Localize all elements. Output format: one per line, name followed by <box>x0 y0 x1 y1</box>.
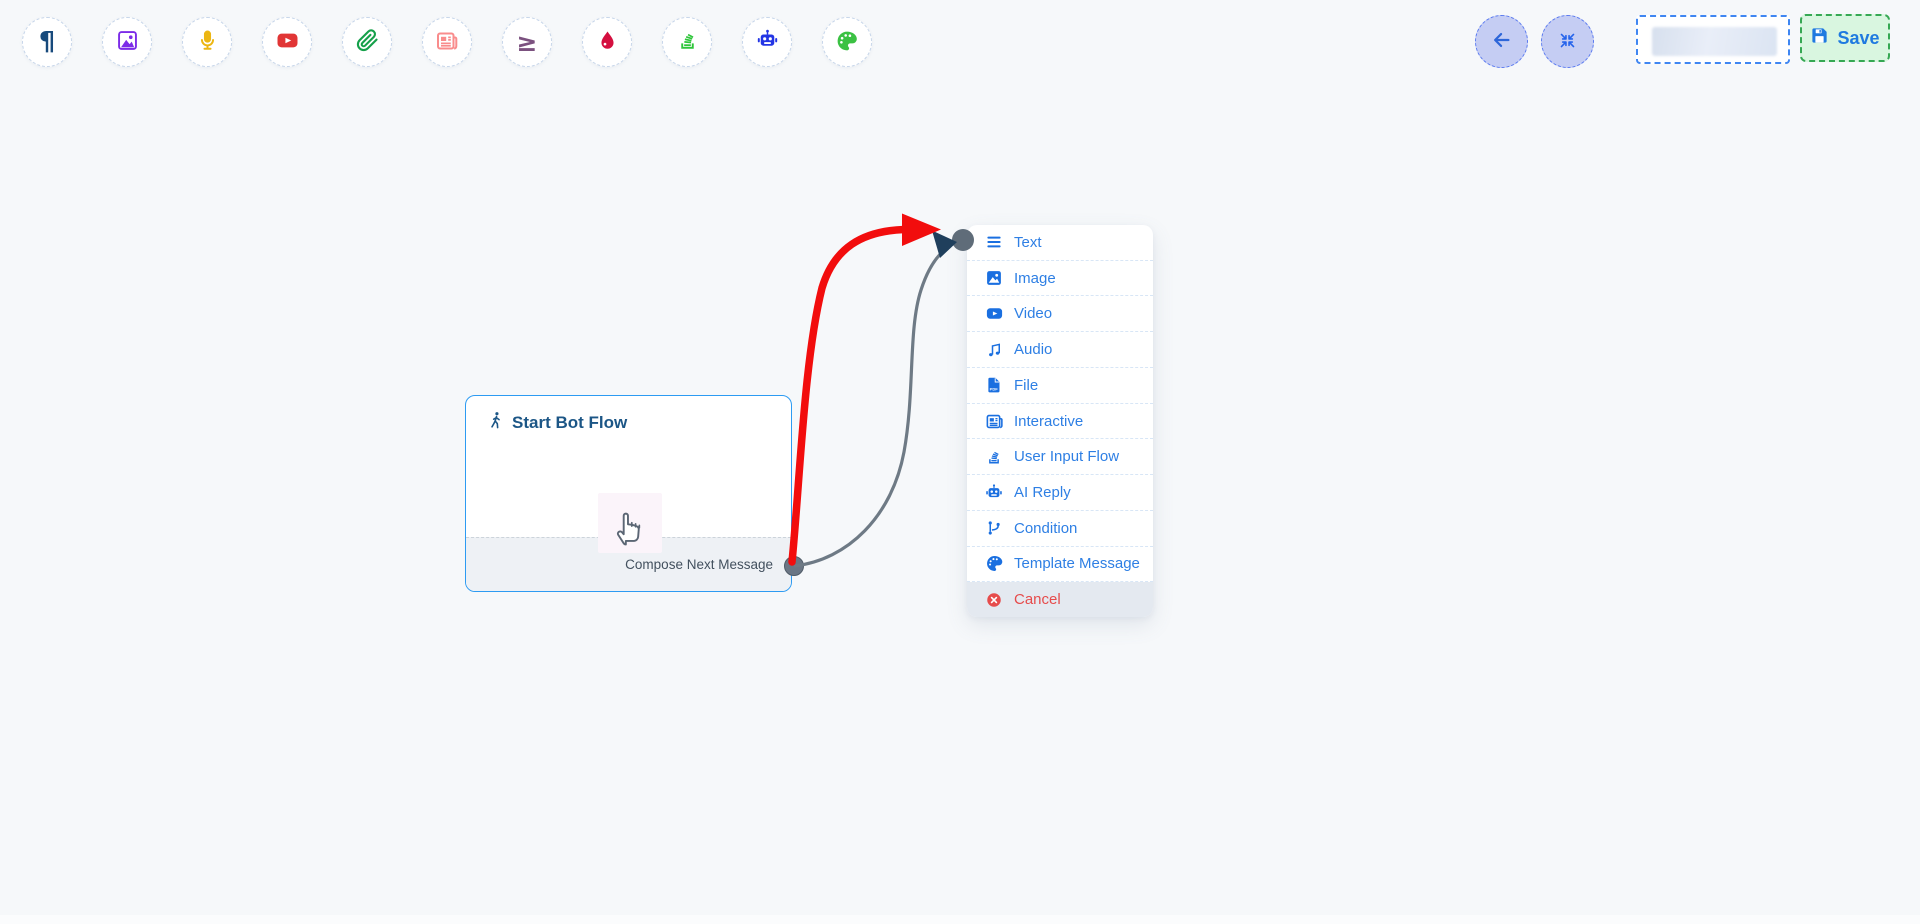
robot-icon <box>755 28 780 56</box>
toolbar-ai-button[interactable] <box>742 17 792 67</box>
menu-item-text[interactable]: Text <box>967 225 1153 261</box>
newspaper-icon <box>435 29 459 56</box>
newspaper-icon <box>983 412 1005 431</box>
connection-type-menu: Text Image Video Audio PDF File Interact… <box>967 225 1153 618</box>
microphone-icon <box>196 29 219 55</box>
menu-item-audio[interactable]: Audio <box>967 332 1153 368</box>
image-icon <box>116 29 139 55</box>
menu-item-image[interactable]: Image <box>967 261 1153 297</box>
walking-person-icon <box>486 411 505 435</box>
hand-cursor-icon <box>612 505 648 554</box>
palette-icon <box>835 29 859 56</box>
back-button[interactable] <box>1475 15 1528 68</box>
toolbar-file-button[interactable] <box>342 17 392 67</box>
menu-item-ai-reply[interactable]: AI Reply <box>967 475 1153 511</box>
toolbar-text-button[interactable]: ¶ <box>22 17 72 67</box>
existing-connection-curve <box>793 244 951 568</box>
node-header: Start Bot Flow <box>466 396 791 435</box>
branch-icon <box>983 519 1005 537</box>
menu-item-video[interactable]: Video <box>967 296 1153 333</box>
stack-icon <box>676 29 699 55</box>
toolbar-audio-button[interactable] <box>182 17 232 67</box>
svg-text:PDF: PDF <box>990 387 999 392</box>
menu-item-interactive[interactable]: Interactive <box>967 404 1153 440</box>
toolbar-user-input-button[interactable] <box>662 17 712 67</box>
palette-icon <box>983 554 1005 573</box>
compose-next-message-label: Compose Next Message <box>625 557 773 572</box>
cancel-circle-icon <box>983 591 1005 609</box>
menu-item-condition[interactable]: Condition <box>967 511 1153 547</box>
arrow-left-icon <box>1491 29 1513 54</box>
toolbar-video-button[interactable] <box>262 17 312 67</box>
image-icon <box>983 269 1005 287</box>
toolbar-drip-button[interactable] <box>582 17 632 67</box>
pilcrow-icon: ¶ <box>38 27 56 57</box>
robot-icon <box>983 483 1005 503</box>
start-bot-flow-node[interactable]: Start Bot Flow Compose Next Message <box>465 395 804 592</box>
menu-item-template-message[interactable]: Template Message <box>967 547 1153 583</box>
menu-item-file[interactable]: PDF File <box>967 368 1153 404</box>
youtube-play-icon <box>275 28 300 56</box>
collapse-button[interactable] <box>1541 15 1594 68</box>
greater-equal-icon: ≥ <box>516 27 538 57</box>
dragging-arrowhead <box>902 213 941 246</box>
connection-handle[interactable] <box>784 556 804 576</box>
toolbar-image-button[interactable] <box>102 17 152 67</box>
flow-name-field-loading[interactable] <box>1636 15 1790 64</box>
bottom-edge <box>0 915 1920 924</box>
paperclip-icon <box>356 29 379 55</box>
dragging-connection-curve <box>788 225 908 566</box>
save-button[interactable]: Save <box>1800 14 1890 62</box>
floppy-disk-icon <box>1810 26 1829 50</box>
menu-item-user-input-flow[interactable]: User Input Flow <box>967 439 1153 476</box>
text-lines-icon <box>983 233 1005 251</box>
menu-item-cancel[interactable]: Cancel <box>967 582 1153 618</box>
node-title: Start Bot Flow <box>512 413 628 432</box>
node-body <box>466 435 791 553</box>
connection-arrowhead <box>932 230 957 258</box>
save-button-label: Save <box>1837 27 1880 48</box>
pdf-file-icon: PDF <box>983 376 1005 394</box>
loading-placeholder-bar <box>1652 27 1777 56</box>
toolbar-sequence-button[interactable]: ≥ <box>502 17 552 67</box>
top-toolbar: ¶ ≥ <box>0 0 1920 84</box>
message-type-toolbar: ¶ ≥ <box>22 17 872 67</box>
video-play-icon <box>983 304 1005 323</box>
stack-icon <box>983 448 1005 466</box>
toolbar-interactive-button[interactable] <box>422 17 472 67</box>
music-note-icon <box>983 341 1005 359</box>
selection-highlight <box>598 493 662 553</box>
toolbar-template-button[interactable] <box>822 17 872 67</box>
compress-arrows-icon <box>1559 32 1576 52</box>
droplet-icon <box>596 29 619 55</box>
